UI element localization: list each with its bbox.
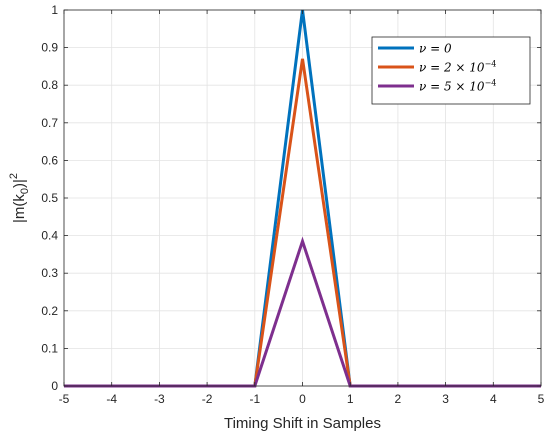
legend-entry-text: ν = 0 [419,42,452,56]
y-tick-label: 0 [51,379,58,393]
y-tick-label: 0.4 [41,229,58,243]
y-axis-label-close: )| [11,179,28,188]
y-tick-label: 0.6 [41,153,58,167]
legend-entry-text: ν = 5 × 10 [419,80,485,94]
x-tick-label: 0 [299,392,306,406]
y-axis-label-base: |m(k [11,194,28,223]
y-tick-label: 0.1 [41,341,58,355]
legend: ν = 0ν = 2 × 10−4ν = 5 × 10−4 [371,36,531,105]
y-tick-label: 0.5 [41,191,58,205]
x-tick-label: 3 [442,392,449,406]
x-tick-label: -1 [249,392,260,406]
y-axis-label-sub: 0 [19,188,31,194]
legend-entry-exponent: −4 [485,60,497,69]
x-tick-label: 1 [347,392,354,406]
x-tick-label: 2 [395,392,402,406]
y-tick-label: 1 [51,3,58,17]
legend-entry-1: ν = 2 × 10−4 [419,60,496,75]
x-tick-label: 4 [490,392,497,406]
legend-entry-exponent: −4 [485,79,497,88]
ticks: -5 -4 -3 -2 -1 0 1 2 3 4 5 0 0.1 0.2 0.3 0.4 0.5 0.6 0.7 0.… [41,3,544,406]
x-tick-label: -4 [106,392,117,406]
y-tick-label: 0.9 [41,41,58,55]
legend-entry-0: ν = 0 [419,42,452,56]
y-tick-label: 0.7 [41,116,58,130]
y-tick-label: 0.2 [41,304,58,318]
y-tick-label: 0.8 [41,78,58,92]
x-tick-label: 5 [538,392,545,406]
x-tick-label: -5 [59,392,70,406]
y-tick-label: 0.3 [41,266,58,280]
x-tick-label: -3 [154,392,165,406]
y-axis-label: |m(k0)|2 [8,173,31,223]
legend-entry-2: ν = 5 × 10−4 [419,79,496,94]
legend-entry-text: ν = 2 × 10 [419,61,485,75]
x-axis-label: Timing Shift in Samples [224,415,381,432]
x-tick-label: -2 [202,392,213,406]
y-axis-label-sup: 2 [8,173,20,179]
